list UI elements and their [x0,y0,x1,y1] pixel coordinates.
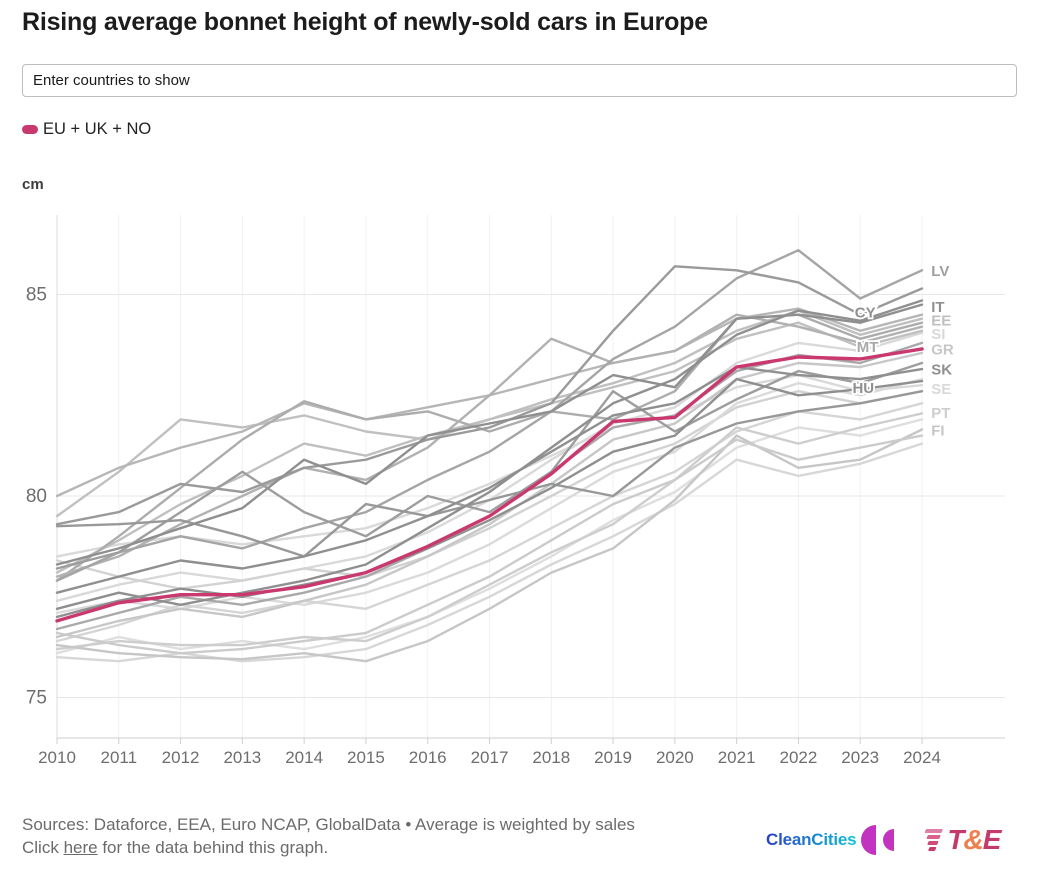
series-line-country-2[interactable] [55,442,924,663]
series-line-country-13[interactable] [55,265,924,526]
x-tick-label-2020: 2020 [656,748,694,767]
series-line-country-1[interactable] [55,418,924,655]
line-chart[interactable]: 75 80 85 2010 2011 2012 2013 2014 2015 2016 2017 20… [0,190,1061,775]
series-line-country-7[interactable] [55,321,924,518]
series-line-country-3[interactable] [55,389,924,590]
footer: Sources: Dataforce, EEA, Euro NCAP, Glob… [22,813,742,859]
te-letter-amp: & [963,824,984,855]
data-link[interactable]: here [63,838,98,857]
series-line-country-6[interactable] [55,434,924,655]
x-tick-label-2017: 2017 [471,748,509,767]
series-line-CY[interactable] [55,299,924,610]
x-tick-label-2018: 2018 [532,748,570,767]
country-label-EE[interactable]: EE [930,311,954,332]
country-label-CY[interactable]: CY [853,303,877,324]
te-letter-e: E [982,824,1002,855]
te-wordmark: T&E [947,824,1002,855]
te-logo: T&E [922,824,1002,855]
series-line-SK[interactable] [55,365,924,594]
x-tick-label-2010: 2010 [38,748,76,767]
footer-sources: Sources: Dataforce, EEA, Euro NCAP, Glob… [22,815,635,834]
x-tick-label-2023: 2023 [841,748,879,767]
logos: CleanCities T&E [766,818,1046,862]
series-line-PT[interactable] [55,412,924,651]
country-label-SK[interactable]: SK [930,360,955,381]
page-title: Rising average bonnet height of newly-so… [22,8,708,36]
country-label-FI[interactable]: FI [930,421,947,442]
country-label-GR[interactable]: GR [930,340,956,361]
legend: EU + UK + NO [22,120,151,139]
footer-click-suffix: for the data behind this graph. [97,838,329,857]
x-tick-label-2019: 2019 [594,748,632,767]
series-line-country-12[interactable] [55,389,924,558]
legend-label: EU + UK + NO [43,120,152,138]
footer-click-line: Click here for the data behind this grap… [22,836,742,859]
country-label-SE[interactable]: SE [930,379,954,400]
country-label-SI[interactable]: SI [930,324,948,345]
series-line-IT[interactable] [55,303,924,566]
clean-cities-logo: CleanCities [766,824,896,856]
y-tick-label-80: 80 [26,486,47,507]
y-tick-label-85: 85 [26,285,47,306]
y-axis-unit-label: cm [22,176,44,193]
series-line-FI[interactable] [55,428,924,663]
series-line-country-11[interactable] [55,361,924,570]
country-search-input[interactable] [22,64,1017,97]
x-tick-label-2015: 2015 [347,748,385,767]
clean-cities-mark-icon [861,825,895,855]
series-line-GR[interactable] [55,351,924,639]
series-line-country-10[interactable] [55,313,924,578]
te-letter-t: T [947,824,964,855]
country-label-IT[interactable]: IT [930,297,947,318]
x-tick-label-2011: 2011 [101,748,138,767]
country-label-MT[interactable]: MT [855,337,880,358]
country-label-HU[interactable]: HU [851,378,876,399]
x-tick-label-2012: 2012 [162,748,200,767]
x-tick-label-2021: 2021 [718,748,756,767]
line-chart-svg[interactable]: 75 80 85 2010 2011 2012 2013 2014 2015 2016 2017 20… [0,190,1061,775]
series-line-country-5[interactable] [55,402,924,643]
clean-cities-wordmark: CleanCities [766,830,857,849]
x-tick-label-2013: 2013 [223,748,261,767]
country-label-PT[interactable]: PT [930,403,953,424]
x-tick-label-2016: 2016 [409,748,447,767]
series-line-SE[interactable] [55,373,924,558]
x-tick-label-2022: 2022 [780,748,818,767]
footer-click-prefix: Click [22,838,64,857]
legend-swatch-eu [22,125,38,134]
x-tick-label-2024: 2024 [903,748,941,767]
country-label-LV[interactable]: LV [930,261,952,282]
series-line-HU[interactable] [55,377,924,619]
y-tick-label-75: 75 [26,688,47,709]
series-line-EU-UK-NO[interactable] [55,347,924,623]
te-mark-icon [918,829,944,851]
series-line-LV[interactable] [55,249,924,582]
x-tick-label-2014: 2014 [285,748,323,767]
